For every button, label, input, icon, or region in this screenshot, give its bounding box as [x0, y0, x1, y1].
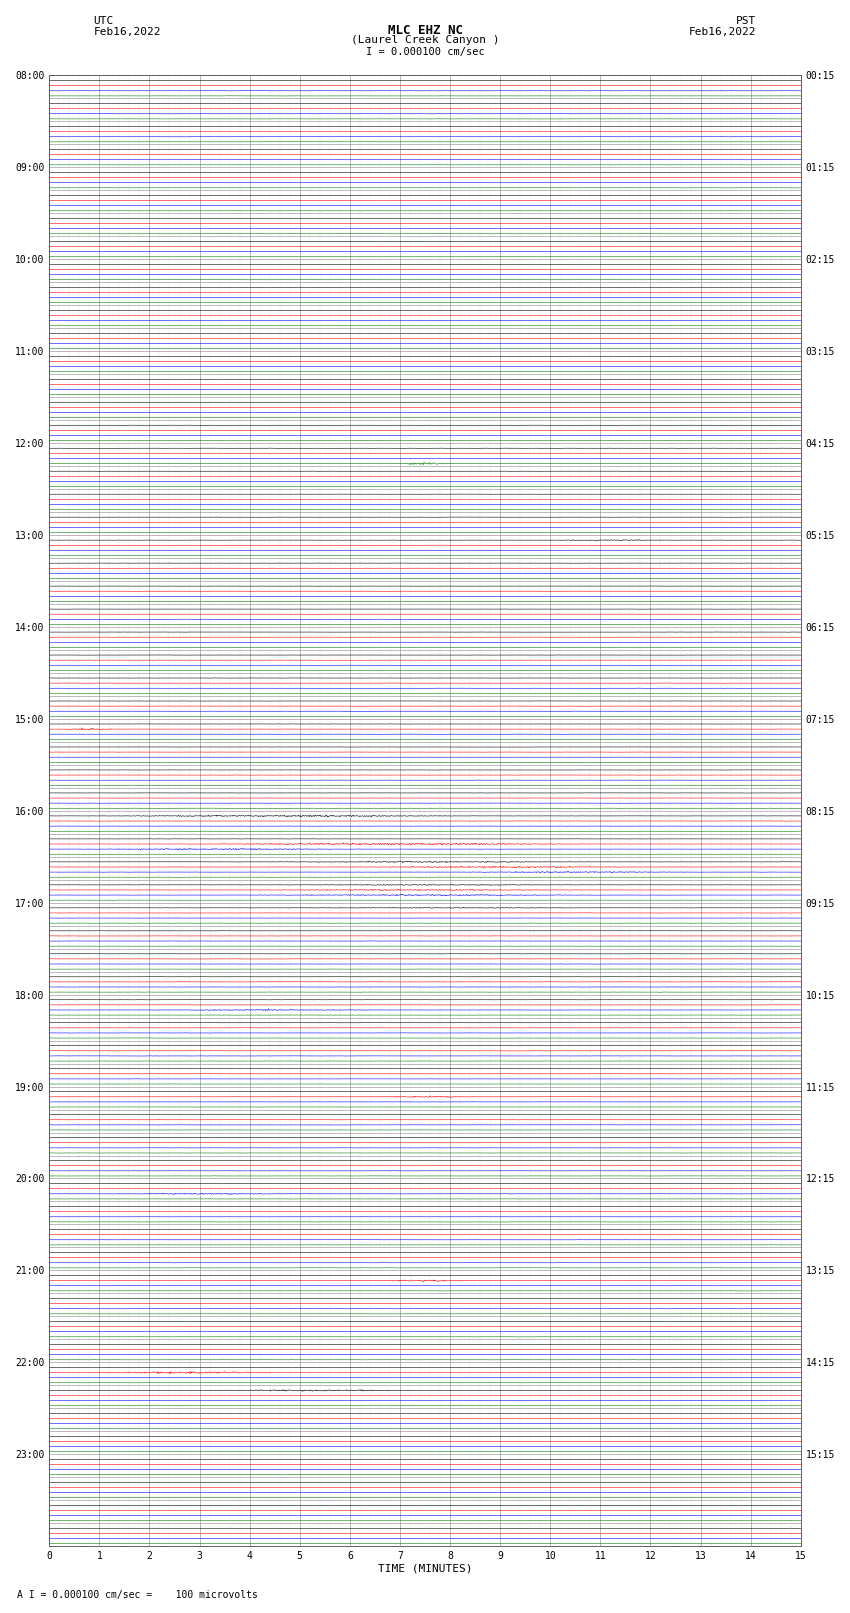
Text: Feb16,2022: Feb16,2022 [689, 27, 756, 37]
Text: PST: PST [736, 16, 756, 26]
Text: UTC: UTC [94, 16, 114, 26]
Text: A I = 0.000100 cm/sec =    100 microvolts: A I = 0.000100 cm/sec = 100 microvolts [17, 1590, 258, 1600]
Text: MLC EHZ NC: MLC EHZ NC [388, 24, 462, 37]
Text: (Laurel Creek Canyon ): (Laurel Creek Canyon ) [351, 35, 499, 45]
Text: I = 0.000100 cm/sec: I = 0.000100 cm/sec [366, 47, 484, 56]
Text: Feb16,2022: Feb16,2022 [94, 27, 161, 37]
X-axis label: TIME (MINUTES): TIME (MINUTES) [377, 1565, 473, 1574]
